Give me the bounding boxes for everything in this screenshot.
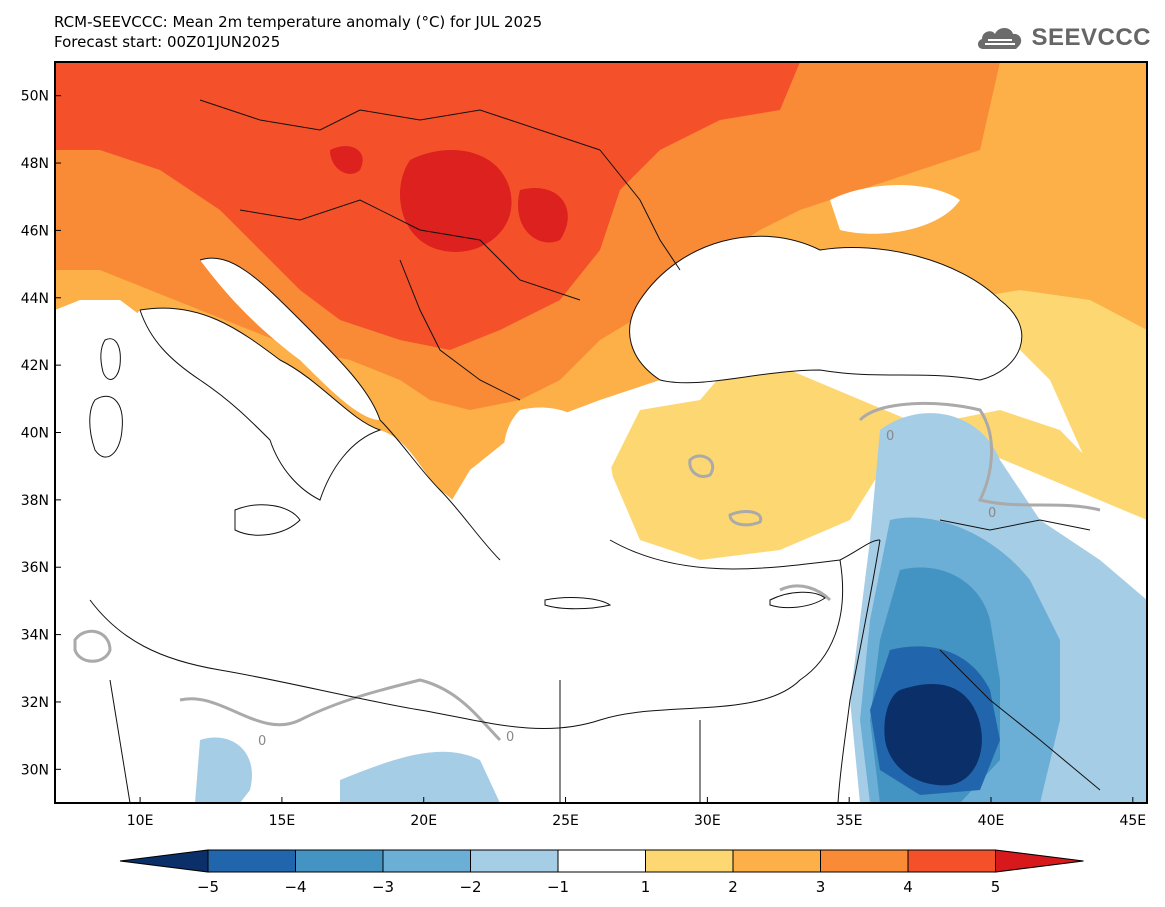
coastline-crete (544, 597, 612, 610)
colorbar-label: −1 (547, 878, 569, 896)
colorbar-label: −4 (284, 878, 306, 896)
contour-label-1: 0 (886, 429, 894, 444)
coastline-levant (837, 539, 881, 803)
colorbar-segment-2 (295, 849, 384, 873)
zero-contour-2 (688, 454, 714, 478)
sea-mask-aegean (503, 407, 615, 580)
lat-label: 46N (21, 223, 49, 239)
contour-label-3: 0 (258, 734, 266, 749)
border-1 (199, 99, 601, 151)
colorbar-label: 4 (903, 878, 913, 896)
logo-text: SEEVCCC (1031, 24, 1151, 51)
lon-label: 30E (694, 813, 721, 829)
coastline-africa (89, 559, 844, 730)
lat-label: 36N (21, 560, 49, 576)
colorbar-segment-9 (907, 849, 996, 873)
anomaly-area-africa-minus (195, 737, 500, 803)
lon-label: 10E (127, 813, 154, 829)
coastline-corsica (100, 338, 121, 380)
lat-label: 30N (21, 762, 49, 778)
title-line-1: RCM-SEEVCCC: Mean 2m temperature anomaly… (54, 13, 543, 31)
lon-label: 15E (269, 813, 296, 829)
lon-label: 20E (410, 813, 437, 829)
anomaly-area-minus-5 (884, 684, 982, 786)
lat-label: 34N (21, 628, 49, 644)
coastlines (89, 99, 1101, 803)
seevccc-logo: SEEVCCC (975, 20, 1151, 56)
border-5 (939, 519, 1091, 531)
zero-contour-3 (728, 510, 763, 527)
border-4 (599, 149, 681, 271)
coastline-cyprus (769, 591, 826, 609)
map-title: RCM-SEEVCCC: Mean 2m temperature anomaly… (54, 12, 542, 52)
lat-label: 38N (21, 493, 49, 509)
colorbar-label: −3 (372, 878, 394, 896)
cloud-icon (978, 28, 1022, 49)
sea-mask-mediterranean (79, 308, 843, 729)
lat-label: 32N (21, 695, 49, 711)
lat-label: 44N (21, 291, 49, 307)
coastline-black-sea (629, 235, 1023, 384)
title-line-2: Forecast start: 00Z01JUN2025 (54, 33, 281, 51)
colorbar-segment-1 (207, 849, 296, 873)
border-8 (559, 680, 701, 803)
sea-mask-azov (830, 185, 960, 234)
lon-label: 35E (836, 813, 863, 829)
contour-label-4: 0 (506, 730, 514, 745)
colorbar-segment-8 (820, 849, 909, 873)
zero-contours (73, 401, 1101, 742)
anomaly-area-5 (330, 146, 568, 252)
lat-label: 48N (21, 156, 49, 172)
colorbar-segment-7 (732, 849, 821, 873)
coastline-turkey-south (609, 539, 881, 570)
lat-label: 42N (21, 358, 49, 374)
colorbar-arrow-high (995, 849, 1084, 873)
sea-mask-adriatic (200, 258, 380, 420)
lat-label: 40N (21, 426, 49, 442)
colorbar-label: 3 (816, 878, 826, 896)
lon-label: 45E (1119, 813, 1146, 829)
border-6 (939, 649, 1101, 791)
zero-contour-1 (858, 401, 1101, 512)
map-field: 0 0 0 0 (55, 62, 1147, 803)
colorbar-segment-5 (557, 849, 646, 873)
colorbar-segment-6 (645, 849, 734, 873)
colorbar-segment-3 (382, 849, 471, 873)
sea-mask-black-sea (629, 236, 1022, 383)
coastline-italy (139, 307, 382, 501)
lat-label: 50N (21, 89, 49, 105)
colorbar-label: 5 (991, 878, 1001, 896)
colorbar-label: 1 (641, 878, 651, 896)
contour-label-2: 0 (988, 506, 996, 521)
colorbar-label: −2 (459, 878, 481, 896)
longitude-axis: 10E 15E 20E 25E 30E 35E 40E 45E (127, 797, 1146, 829)
border-3 (399, 259, 521, 401)
zero-contour-6 (779, 584, 832, 602)
coastline-sicily (234, 504, 301, 536)
coastline-balkans (199, 257, 501, 561)
lon-label: 40E (978, 813, 1005, 829)
colorbar: −5 −4 −3 −2 −1 1 2 3 4 5 (119, 849, 1084, 896)
zero-contour-4 (73, 629, 112, 663)
colorbar-label: −5 (197, 878, 219, 896)
border-2 (239, 199, 581, 301)
latitude-axis: 50N 48N 46N 44N 42N 40N 38N 36N 34N 32N 30N (21, 89, 61, 778)
colorbar-segment-4 (470, 849, 559, 873)
lon-label: 25E (552, 813, 579, 829)
border-7 (109, 679, 131, 803)
coastline-sardinia (89, 395, 123, 458)
colorbar-label: 2 (728, 878, 738, 896)
colorbar-arrow-low (119, 849, 209, 873)
zero-contour-5 (179, 678, 502, 742)
